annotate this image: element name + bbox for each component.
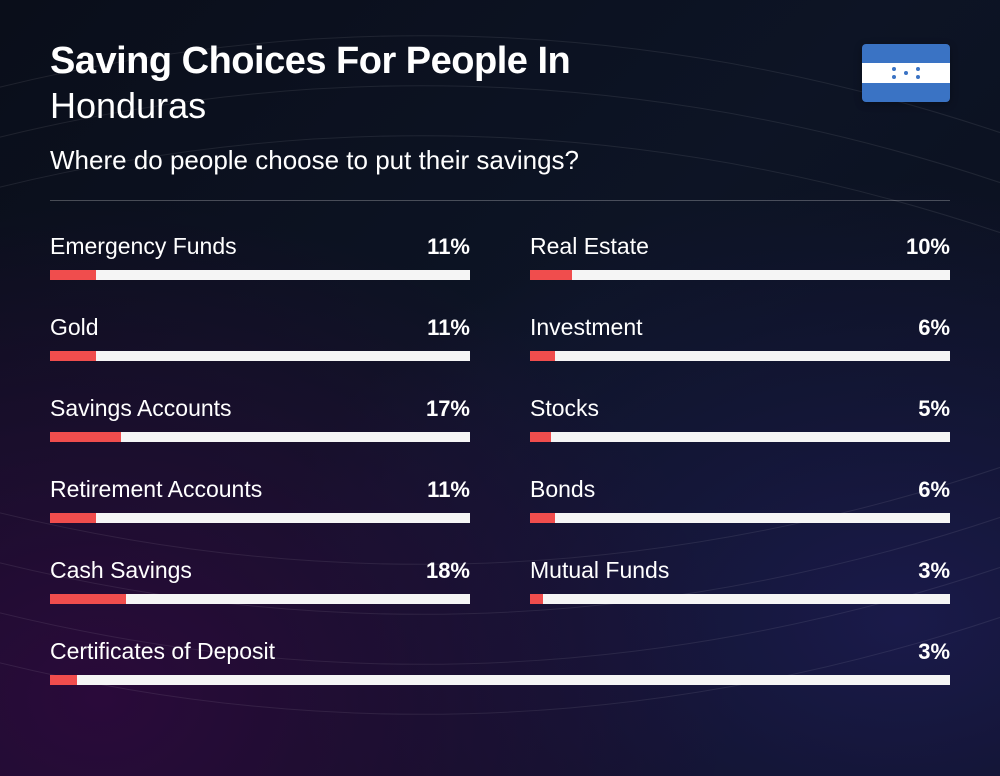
title-line2: Honduras	[50, 85, 950, 127]
bar-track	[50, 270, 470, 280]
bar-item-head: Certificates of Deposit 3%	[50, 638, 950, 665]
bar-item: Gold 11%	[50, 314, 470, 361]
bar-item: Mutual Funds 3%	[530, 557, 950, 604]
bar-label: Mutual Funds	[530, 557, 669, 584]
divider	[50, 200, 950, 201]
bar-label: Bonds	[530, 476, 595, 503]
bar-label: Real Estate	[530, 233, 649, 260]
bar-fill	[50, 351, 96, 361]
honduras-flag-icon	[862, 44, 950, 102]
bar-track	[530, 351, 950, 361]
bar-item: Savings Accounts 17%	[50, 395, 470, 442]
bar-label: Investment	[530, 314, 643, 341]
bar-label: Savings Accounts	[50, 395, 232, 422]
bar-label: Cash Savings	[50, 557, 192, 584]
bar-track	[530, 432, 950, 442]
bar-fill	[50, 594, 126, 604]
title-line1: Saving Choices For People In	[50, 40, 950, 83]
bar-fill	[530, 594, 543, 604]
bar-value: 3%	[918, 639, 950, 665]
bar-fill	[50, 432, 121, 442]
bar-item-head: Stocks 5%	[530, 395, 950, 422]
bar-item-head: Savings Accounts 17%	[50, 395, 470, 422]
bar-item-head: Retirement Accounts 11%	[50, 476, 470, 503]
bar-label: Stocks	[530, 395, 599, 422]
bar-value: 18%	[426, 558, 470, 584]
bar-label: Gold	[50, 314, 99, 341]
bar-track	[530, 513, 950, 523]
bar-track	[50, 432, 470, 442]
bar-fill	[530, 513, 555, 523]
bar-item: Cash Savings 18%	[50, 557, 470, 604]
bar-item-head: Mutual Funds 3%	[530, 557, 950, 584]
bar-value: 10%	[906, 234, 950, 260]
bar-item: Real Estate 10%	[530, 233, 950, 280]
bar-item: Retirement Accounts 11%	[50, 476, 470, 523]
bar-item-head: Cash Savings 18%	[50, 557, 470, 584]
bar-fill	[50, 270, 96, 280]
bar-item: Stocks 5%	[530, 395, 950, 442]
bar-item: Investment 6%	[530, 314, 950, 361]
bar-label: Emergency Funds	[50, 233, 237, 260]
bar-label: Certificates of Deposit	[50, 638, 275, 665]
bar-value: 6%	[918, 315, 950, 341]
bar-fill	[530, 351, 555, 361]
bar-item-head: Emergency Funds 11%	[50, 233, 470, 260]
bar-value: 11%	[427, 477, 470, 503]
chart-grid: Emergency Funds 11% Real Estate 10% Gold 11% I…	[50, 233, 950, 685]
bar-value: 17%	[426, 396, 470, 422]
bar-value: 6%	[918, 477, 950, 503]
bar-track	[50, 675, 950, 685]
bar-item-head: Bonds 6%	[530, 476, 950, 503]
bar-fill	[50, 513, 96, 523]
bar-track	[50, 513, 470, 523]
subtitle: Where do people choose to put their savi…	[50, 145, 950, 176]
bar-item-head: Investment 6%	[530, 314, 950, 341]
bar-track	[530, 594, 950, 604]
bar-track	[50, 594, 470, 604]
bar-item: Certificates of Deposit 3%	[50, 638, 950, 685]
bar-track	[50, 351, 470, 361]
bar-item: Bonds 6%	[530, 476, 950, 523]
bar-value: 11%	[427, 234, 470, 260]
bar-track	[530, 270, 950, 280]
header: Saving Choices For People In Honduras Wh…	[50, 40, 950, 176]
bar-value: 3%	[918, 558, 950, 584]
bar-item-head: Gold 11%	[50, 314, 470, 341]
bar-item: Emergency Funds 11%	[50, 233, 470, 280]
bar-item-head: Real Estate 10%	[530, 233, 950, 260]
bar-fill	[530, 432, 551, 442]
bar-value: 5%	[918, 396, 950, 422]
bar-fill	[530, 270, 572, 280]
bar-value: 11%	[427, 315, 470, 341]
bar-fill	[50, 675, 77, 685]
bar-label: Retirement Accounts	[50, 476, 262, 503]
